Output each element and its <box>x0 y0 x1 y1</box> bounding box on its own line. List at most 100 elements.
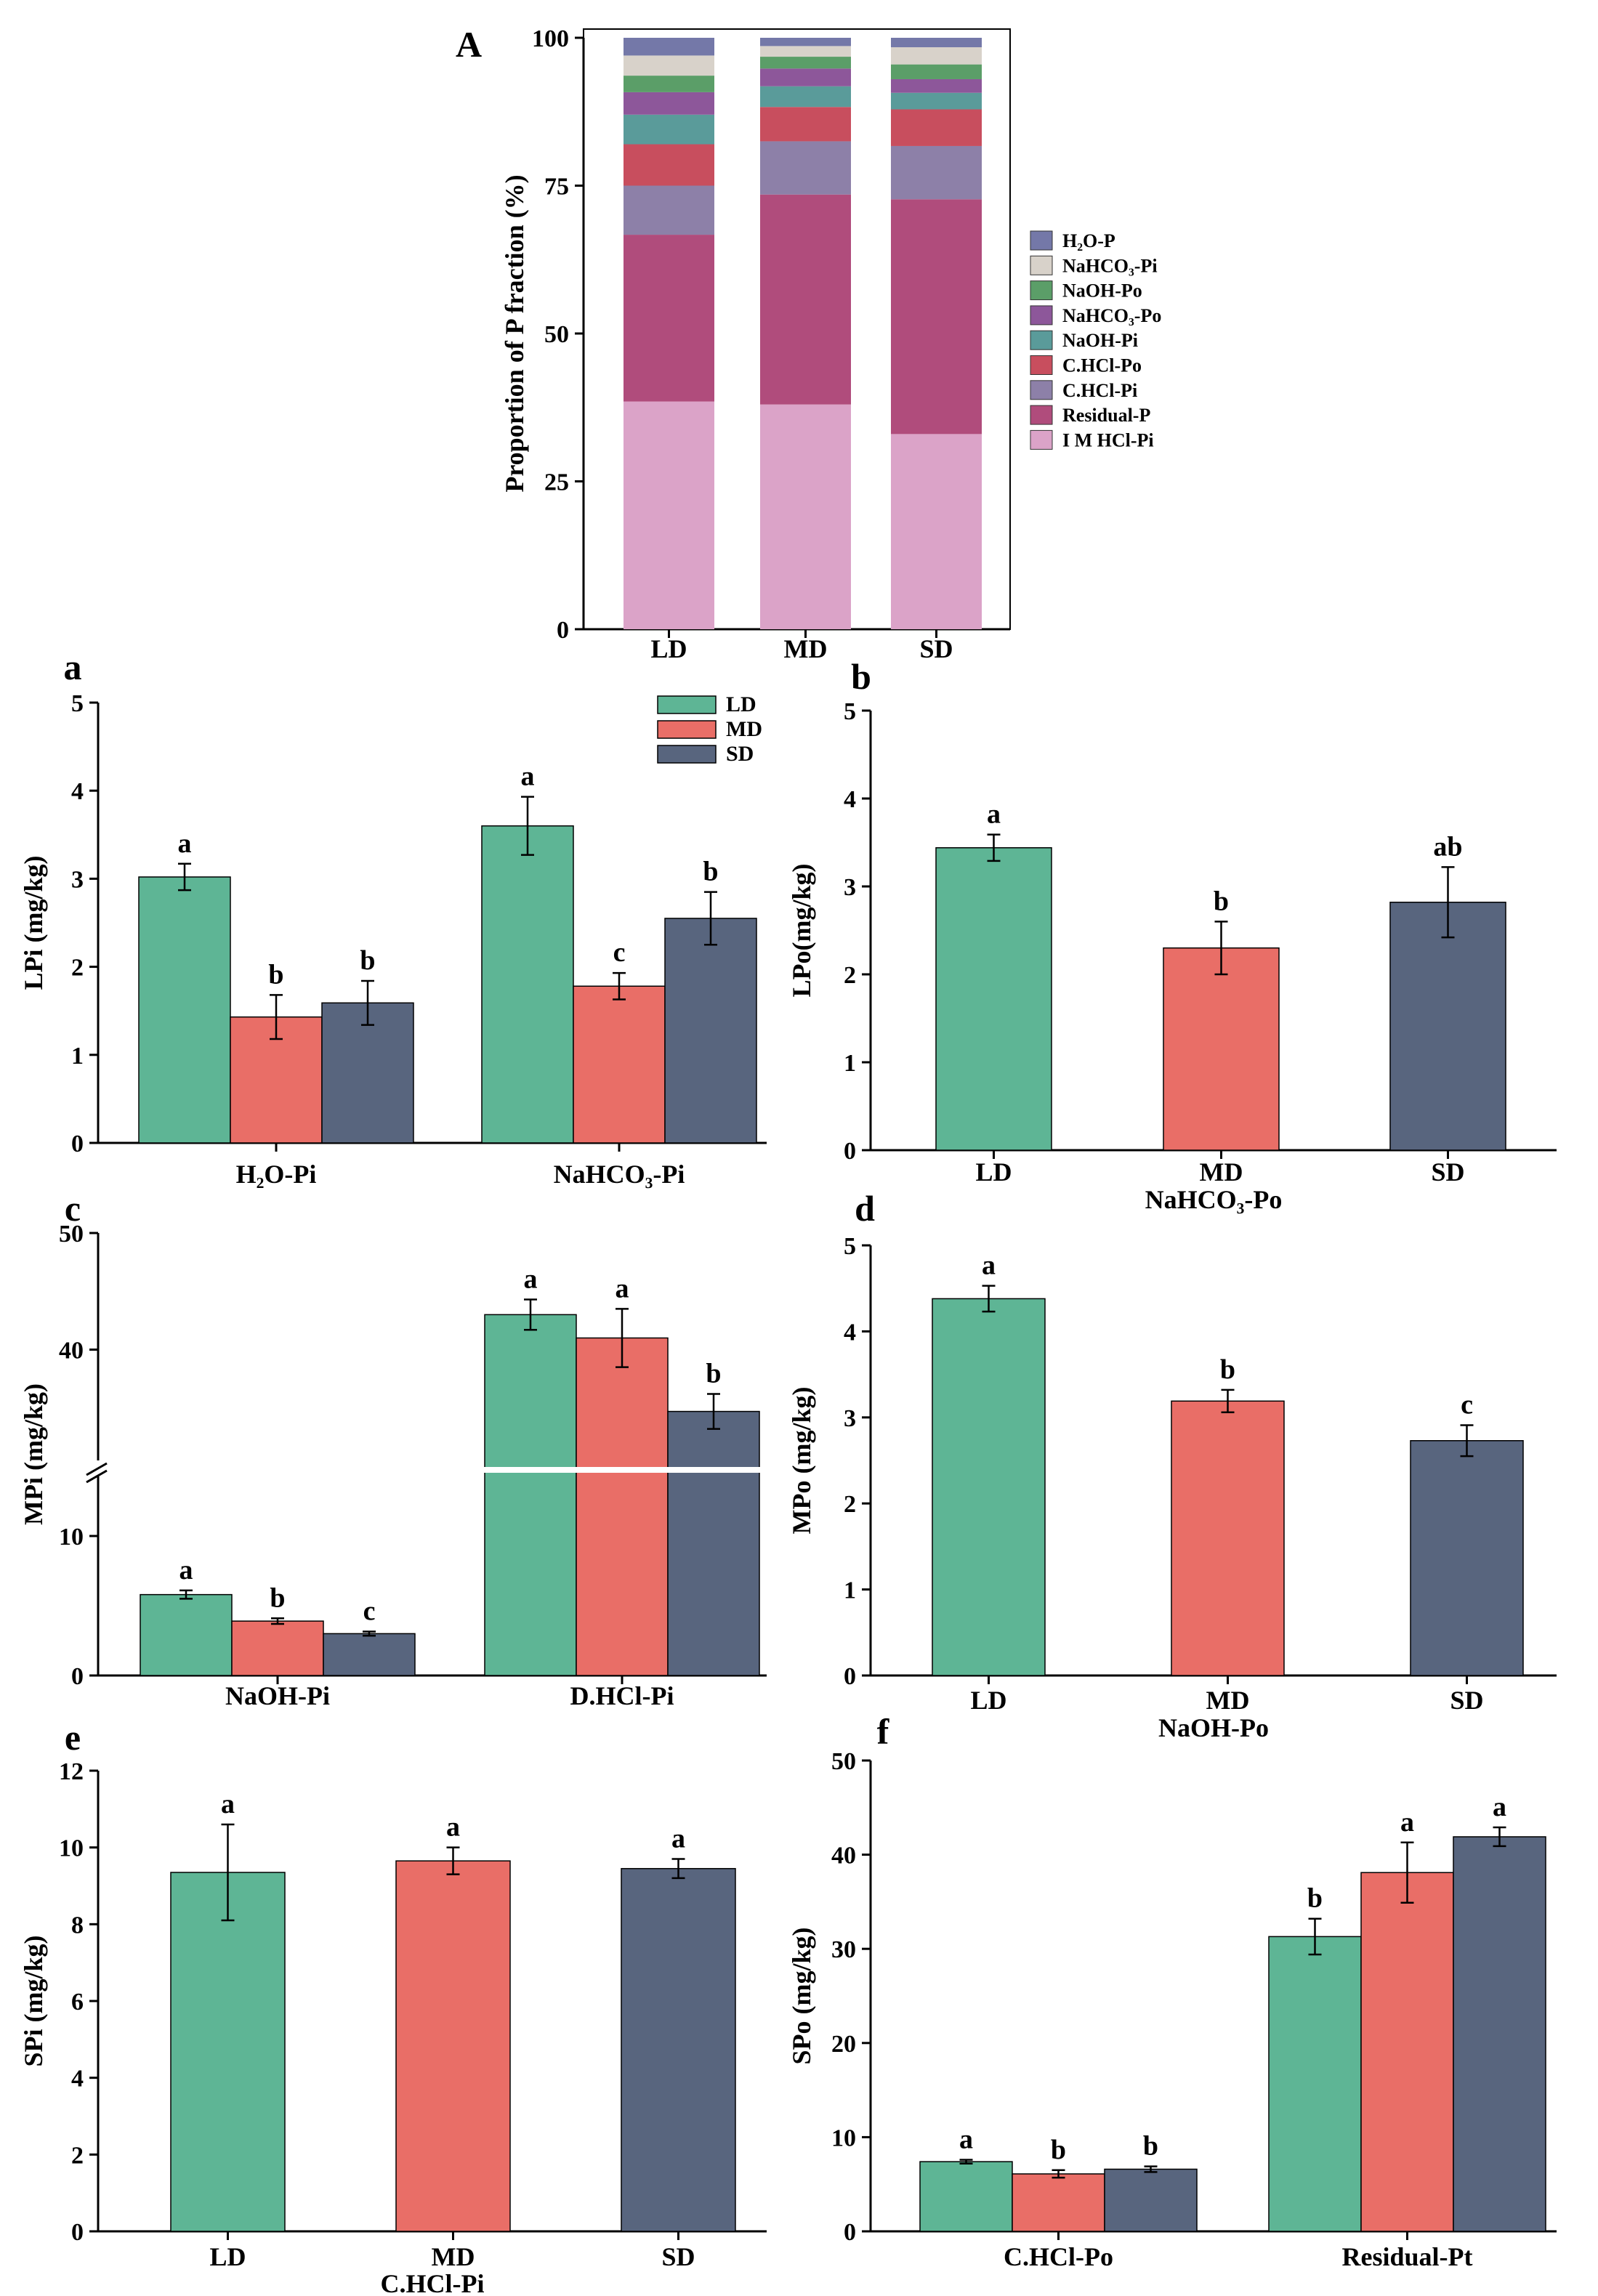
y-tick-label: 8 <box>71 1912 84 1939</box>
y-tick-label: 1 <box>844 1577 856 1604</box>
y-tick-label: 4 <box>844 786 856 813</box>
significance-letter: a <box>178 828 192 859</box>
significance-letter: c <box>613 937 626 968</box>
stacked-segment-md <box>760 57 851 69</box>
bar-md <box>1163 947 1280 1151</box>
stacked-segment-ld <box>624 114 714 145</box>
stacked-segment-sd <box>891 199 982 434</box>
x-tick-label: LD <box>975 1157 1012 1187</box>
legend-swatch <box>1030 405 1053 425</box>
legend-label: C.HCl-Po <box>1062 355 1142 376</box>
panel-letter: A <box>456 24 482 65</box>
panel-a-lpi-chart: 0 1 2 3 4 5 LPi (mg/kg) a a b b H₂O-Pi a c b NaHCO₃-Pi L… <box>19 647 767 1189</box>
panel-A-stacked-chart: 0 25 50 75 100 Proportion of P fraction (%) A L… <box>456 24 1161 663</box>
significance-letter: c <box>1461 1389 1473 1420</box>
significance-letter: a <box>671 1824 685 1854</box>
significance-letter: b <box>360 945 375 976</box>
legend-swatch <box>1030 280 1053 301</box>
bar-sd <box>1104 2168 1198 2232</box>
legend-swatch <box>1030 255 1053 275</box>
x-tick-label: D.HCl-Pi <box>570 1681 674 1710</box>
bar-sd <box>323 1633 416 1676</box>
significance-letter: a <box>524 1264 538 1294</box>
y-tick-label: 10 <box>59 1835 84 1862</box>
significance-letter: b <box>268 959 283 990</box>
significance-letter: ab <box>1433 831 1462 862</box>
y-axis-title: SPi (mg/kg) <box>19 1935 48 2066</box>
panel-b-lpo-chart: 0 1 2 3 4 5 LPo(mg/kg) b a LD b MD ab SD NaHCO₃-Po <box>787 656 1557 1214</box>
x-tick-label: NaOH-Pi <box>225 1681 330 1710</box>
panel-letter: d <box>855 1188 875 1229</box>
panel-letter: e <box>65 1717 81 1758</box>
y-tick-label: 0 <box>844 2219 856 2246</box>
stacked-segment-ld <box>624 144 714 186</box>
bar-ld <box>1268 1936 1362 2232</box>
stacked-segment-ld <box>624 401 714 629</box>
legend-swatch <box>1030 230 1053 251</box>
panel-letter: c <box>65 1188 81 1229</box>
y-tick-label: 2 <box>71 2142 84 2169</box>
stacked-segment-sd <box>891 78 982 93</box>
panel-letter: b <box>851 656 871 697</box>
bar-md <box>573 985 666 1144</box>
significance-letter: a <box>221 1789 235 1819</box>
y-tick-label: 5 <box>844 1233 856 1260</box>
x-axis-title: C.HCl-Pi <box>381 2269 485 2296</box>
y-tick-label: 4 <box>71 778 84 805</box>
y-tick-label: 10 <box>831 2125 856 2151</box>
significance-letter: b <box>703 857 718 887</box>
bar-sd <box>667 1410 760 1676</box>
x-tick-label: SD <box>661 2242 695 2271</box>
legend-swatch <box>1030 355 1053 375</box>
x-tick-label: SD <box>919 634 953 663</box>
y-tick-label: 6 <box>71 1989 84 2016</box>
y-tick-label: 2 <box>844 1491 856 1518</box>
y-axis-title: MPi (mg/kg) <box>19 1383 48 1525</box>
stacked-segment-sd <box>891 145 982 200</box>
x-tick-label: NaHCO₃-Pi <box>554 1160 685 1189</box>
legend-label: MD <box>726 717 762 741</box>
legend-swatch <box>657 745 717 764</box>
significance-letter: a <box>179 1555 193 1585</box>
stacked-segment-md <box>760 46 851 57</box>
y-tick-label: 0 <box>844 1663 856 1690</box>
x-tick-label: SD <box>1431 1157 1464 1187</box>
legend-label: NaOH-Pi <box>1062 330 1138 351</box>
bar-ld <box>935 847 1052 1151</box>
significance-letter: a <box>959 2125 973 2155</box>
x-tick-label: LD <box>650 634 687 663</box>
legend-label: NaHCO₃-Pi <box>1062 255 1158 276</box>
y-tick-label: 3 <box>844 1405 856 1432</box>
x-tick-label: LD <box>970 1686 1006 1715</box>
x-tick-label: SD <box>1450 1686 1483 1715</box>
y-tick-label: 2 <box>71 955 84 982</box>
stacked-segment-sd <box>891 92 982 110</box>
significance-letter: a <box>616 1273 629 1303</box>
stacked-segment-sd <box>891 109 982 146</box>
y-axis-title: LPo(mg/kg) <box>787 864 816 998</box>
bar-sd <box>1389 902 1506 1151</box>
significance-letter: b <box>1051 2135 1066 2165</box>
x-tick-label: LD <box>209 2242 246 2271</box>
significance-letter: a <box>446 1812 460 1843</box>
significance-letter: a <box>1493 1792 1506 1822</box>
stacked-segment-md <box>760 141 851 195</box>
legend-label: NaOH-Po <box>1062 280 1142 302</box>
stacked-segment-md <box>760 38 851 47</box>
bar-sd <box>1410 1440 1524 1676</box>
y-tick-label: 40 <box>59 1338 84 1365</box>
y-tick-label: 0 <box>557 617 569 644</box>
bar-sd <box>1453 1836 1546 2232</box>
y-axis-title: MPo (mg/kg) <box>787 1387 816 1535</box>
legend-label: NaHCO₃-Po <box>1062 305 1161 326</box>
legend-swatch <box>1030 305 1053 326</box>
stacked-segment-sd <box>891 38 982 48</box>
legend-label: SD <box>726 742 754 766</box>
bar-ld <box>138 876 231 1144</box>
bar-ld <box>481 825 574 1144</box>
panel-d-mpo-chart: 0 1 2 3 4 5 MPo (mg/kg) d a LD b MD c SD NaOH-Po <box>787 1188 1557 1742</box>
significance-letter: b <box>1143 2131 1158 2162</box>
y-tick-label: 0 <box>71 1663 84 1690</box>
panel-e-spi-chart: 0 2 4 6 8 10 12 SPi (mg/kg) e a LD a MD a SD C.HCl-Pi <box>19 1717 767 2296</box>
stacked-segment-md <box>760 68 851 86</box>
